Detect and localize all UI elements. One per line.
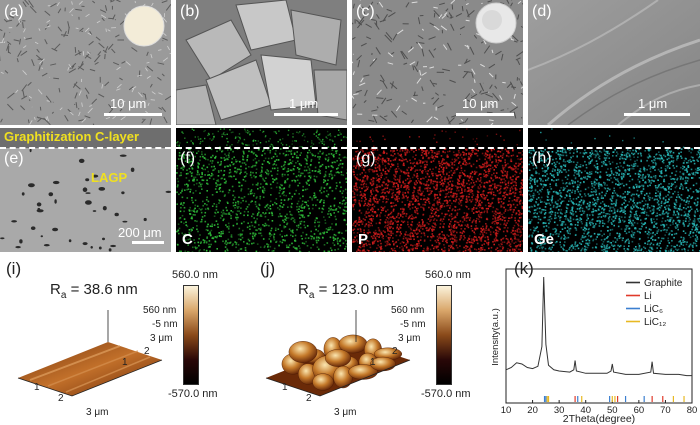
- colorbar-top-i: 560.0 nm: [172, 269, 218, 281]
- z-tick-mid-j: -5 nm: [400, 319, 426, 330]
- scale-bar-c: [456, 113, 514, 116]
- sem-panel-c: (c) 10 μm: [352, 0, 523, 125]
- y-tick-1-j: 1: [370, 357, 376, 368]
- x-tick-1-i: 1: [34, 382, 40, 393]
- x-tick-label: 40: [580, 405, 591, 416]
- panel-label-i: (i): [6, 259, 22, 278]
- panel-label-g: (g): [356, 150, 376, 167]
- interface-dashed-line-e: [0, 147, 171, 149]
- sem-image-c: [352, 0, 523, 125]
- scale-bar-e: [132, 241, 164, 244]
- x-tick-label: 50: [607, 405, 618, 416]
- scale-text-a: 10 μm: [110, 96, 147, 111]
- eds-map-carbon: [176, 128, 347, 252]
- element-label-h: Ge: [534, 231, 555, 248]
- scale-text-d: 1 μm: [638, 96, 668, 111]
- sample-disc-icon: [123, 5, 165, 47]
- xrd-panel-k: (k) Intensity(a.u.) 2Theta(degree) 10 20 30 4…: [492, 255, 700, 425]
- legend-entry: LiC₆: [644, 304, 663, 315]
- sem-image-d: [528, 0, 700, 125]
- x-tick-label: 20: [527, 405, 538, 416]
- sem-image-b: [176, 0, 347, 125]
- y-axis-label: Intensity(a.u.): [492, 308, 501, 366]
- colorbar-bottom-i: -570.0 nm: [168, 388, 218, 400]
- sem-panel-a: (a) 10 μm: [0, 0, 171, 125]
- x-tick-1-j: 1: [282, 382, 288, 393]
- sem-panel-d: (d) 1 μm: [528, 0, 700, 125]
- interface-dashed-line-f: [176, 147, 347, 149]
- colorbar-i: [183, 285, 199, 385]
- x-tick-3-i: 3 μm: [86, 407, 109, 418]
- element-label-f: C: [182, 231, 193, 248]
- legend-entry: Graphite: [644, 278, 683, 289]
- scale-text-b: 1 μm: [289, 96, 319, 111]
- x-tick-label: 60: [634, 405, 645, 416]
- x-tick-2-j: 2: [306, 393, 312, 404]
- ra-symbol-j: R: [298, 281, 309, 298]
- lagp-label: LAGP: [91, 170, 128, 185]
- scale-bar-d: [624, 113, 690, 116]
- interface-dashed-line-h: [528, 147, 700, 149]
- afm-panel-i: (i) Ra = 38.6 nm 560 nm -5 nm 3 μm 2 1 1…: [0, 255, 250, 425]
- panel-label-f: (f): [180, 150, 196, 167]
- roughness-label-i: Ra = 38.6 nm: [50, 281, 138, 301]
- panel-label-c: (c): [356, 3, 375, 20]
- panel-label-a: (a): [4, 3, 24, 20]
- panel-label-b: (b): [180, 3, 200, 20]
- interface-dashed-line-g: [352, 147, 523, 149]
- x-tick-3-j: 3 μm: [334, 407, 357, 418]
- eds-map-panel-f: (f) C: [176, 128, 347, 252]
- ra-subscript-j: a: [308, 290, 315, 301]
- scale-bar-b: [274, 113, 338, 116]
- x-tick-label: 10: [501, 405, 512, 416]
- xrd-chart: Intensity(a.u.) 2Theta(degree) 10 20 30 40 50 6…: [492, 268, 698, 425]
- element-label-g: P: [358, 231, 369, 248]
- ra-value-i: = 38.6 nm: [70, 281, 138, 298]
- ra-subscript-i: a: [60, 290, 67, 301]
- afm-surface-i: [17, 310, 163, 397]
- panel-label-e: (e): [4, 150, 24, 167]
- x-axis-label: 2Theta(degree): [563, 413, 635, 425]
- sem-panel-b: (b) 1 μm: [176, 0, 347, 125]
- afm-panel-j: (j) Ra = 123.0 nm 560 nm -5 nm 3 μm 2 1 …: [248, 255, 500, 425]
- scale-bar-a: [104, 113, 162, 116]
- z-tick-top-i: 560 nm: [143, 305, 177, 316]
- eds-map-panel-h: (h) Ge: [528, 128, 700, 252]
- x-tick-label: 70: [660, 405, 671, 416]
- z-tick-mid-i: -5 nm: [152, 319, 178, 330]
- z-tick-top-j: 560 nm: [391, 305, 425, 316]
- y-tick-2-i: 2: [144, 346, 150, 357]
- colorbar-j: [436, 285, 452, 385]
- eds-map-phosphorus: [352, 128, 523, 252]
- cross-section-panel-e: Graphitization C-layer (e) LAGP 200 μm: [0, 128, 171, 252]
- y-tick-3-i: 3 μm: [150, 333, 173, 344]
- ra-symbol-i: R: [50, 281, 61, 298]
- series-line-graphite: [505, 276, 692, 377]
- colorbar-top-j: 560.0 nm: [425, 269, 471, 281]
- colorbar-bottom-j: -570.0 nm: [421, 388, 471, 400]
- x-tick-label: 30: [554, 405, 565, 416]
- scale-text-e: 200 μm: [118, 225, 162, 240]
- panel-label-h: (h): [532, 150, 552, 167]
- eds-map-panel-g: (g) P: [352, 128, 523, 252]
- y-tick-1-i: 1: [122, 357, 128, 368]
- afm-surface-j: [265, 310, 411, 397]
- legend-entry: Li: [644, 291, 652, 302]
- sem-image-a: [0, 0, 171, 125]
- panel-label-j: (j): [260, 259, 276, 278]
- panel-label-k: (k): [514, 259, 534, 278]
- cross-section-image-e: [0, 128, 171, 252]
- graphitization-layer-label: Graphitization C-layer: [4, 129, 140, 144]
- x-tick-2-i: 2: [58, 393, 64, 404]
- roughness-label-j: Ra = 123.0 nm: [298, 281, 394, 301]
- y-tick-3-j: 3 μm: [398, 333, 421, 344]
- panel-label-d: (d): [532, 3, 552, 20]
- scale-text-c: 10 μm: [462, 96, 499, 111]
- ra-value-j: = 123.0 nm: [318, 281, 395, 298]
- legend-entry: LiC₁₂: [644, 317, 666, 328]
- y-tick-2-j: 2: [392, 346, 398, 357]
- eds-map-germanium: [528, 128, 700, 252]
- x-tick-label: 80: [687, 405, 698, 416]
- plot-frame: [505, 268, 693, 404]
